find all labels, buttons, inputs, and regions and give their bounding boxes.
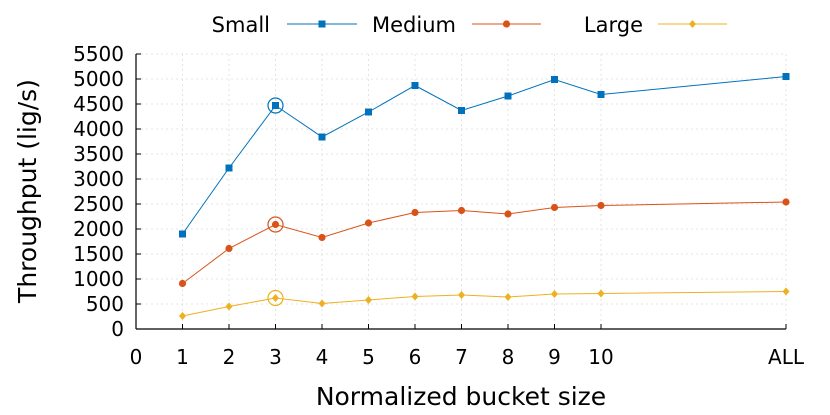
x-tick-label: 9 bbox=[548, 345, 561, 369]
data-point-large bbox=[365, 296, 372, 304]
data-point-small bbox=[225, 164, 233, 172]
x-tick-label: 4 bbox=[316, 345, 329, 369]
data-point-small bbox=[597, 91, 605, 98]
axes bbox=[135, 53, 787, 330]
legend-label: Large bbox=[584, 13, 643, 37]
data-point-medium bbox=[550, 203, 559, 212]
data-point-large bbox=[458, 291, 465, 299]
legend-marker bbox=[318, 20, 326, 28]
plot-area bbox=[178, 73, 790, 320]
x-axis-title: Normalized bucket size bbox=[316, 382, 606, 411]
y-tick-label: 0 bbox=[111, 317, 124, 341]
series-small bbox=[179, 73, 790, 238]
data-point-medium bbox=[178, 279, 187, 288]
data-point-small bbox=[458, 107, 465, 114]
y-tick-label: 2500 bbox=[73, 192, 124, 216]
data-point-small bbox=[551, 76, 558, 83]
legend-marker bbox=[689, 20, 696, 28]
data-point-medium bbox=[597, 201, 605, 210]
highlight-ring-medium bbox=[267, 216, 284, 233]
data-point-large bbox=[318, 299, 326, 308]
x-tick-label: ALL bbox=[768, 345, 805, 369]
data-point-large bbox=[597, 289, 605, 298]
y-tick-label: 500 bbox=[86, 292, 124, 316]
data-point-small bbox=[504, 92, 512, 100]
data-point-small bbox=[179, 230, 186, 238]
data-point-large bbox=[504, 293, 512, 301]
legend-label: Medium bbox=[372, 13, 456, 37]
legend-item-small: Small bbox=[212, 13, 357, 37]
grid bbox=[136, 53, 787, 329]
series-medium bbox=[178, 198, 790, 288]
y-axis-title: Throughput (lig/s) bbox=[13, 79, 42, 304]
y-tick-label: 1500 bbox=[73, 242, 124, 266]
legend: Small Medium Large bbox=[212, 13, 727, 37]
data-point-small bbox=[782, 73, 790, 80]
y-tick-label: 3000 bbox=[73, 167, 124, 191]
y-tick-label: 5000 bbox=[73, 67, 124, 91]
series-large bbox=[179, 287, 790, 320]
highlight-ring-small bbox=[267, 97, 284, 114]
data-point-medium bbox=[457, 206, 466, 215]
series-line-large bbox=[182, 291, 787, 317]
x-tick-label: 0 bbox=[130, 345, 143, 369]
x-tick-labels: 0 1 2 3 4 5 6 7 8 9 10 ALL bbox=[130, 345, 805, 369]
data-point-medium bbox=[225, 244, 233, 253]
data-point-large bbox=[782, 287, 790, 296]
data-point-medium bbox=[364, 219, 373, 227]
y-tick-labels: 0500100015002000250030003500400045005000… bbox=[73, 42, 124, 341]
data-point-medium bbox=[411, 208, 419, 217]
x-tick-label: 7 bbox=[455, 345, 468, 369]
x-tick-label: 3 bbox=[269, 345, 282, 369]
data-point-large bbox=[179, 312, 186, 320]
y-tick-label: 2000 bbox=[73, 217, 124, 241]
data-point-small bbox=[365, 108, 372, 116]
data-point-large bbox=[272, 294, 279, 302]
x-tick-label: 1 bbox=[176, 345, 189, 369]
legend-label: Small bbox=[212, 13, 270, 37]
highlight-ring-large bbox=[267, 289, 284, 307]
data-point-medium bbox=[782, 198, 790, 206]
legend-item-large: Large bbox=[584, 13, 727, 37]
y-tick-label: 5500 bbox=[73, 42, 124, 66]
data-point-large bbox=[225, 302, 233, 311]
y-tick-label: 4000 bbox=[73, 117, 124, 141]
y-tick-label: 3500 bbox=[73, 142, 124, 166]
data-point-small bbox=[411, 82, 419, 89]
data-point-medium bbox=[504, 210, 512, 218]
data-point-small bbox=[272, 102, 279, 109]
series-line-medium bbox=[182, 201, 787, 284]
data-point-large bbox=[411, 292, 419, 301]
x-tick-label: 10 bbox=[588, 345, 613, 369]
y-tick-label: 1000 bbox=[73, 267, 124, 291]
data-point-large bbox=[551, 290, 558, 298]
data-point-medium bbox=[318, 233, 326, 242]
legend-item-medium: Medium bbox=[372, 13, 541, 37]
x-tick-label: 8 bbox=[502, 345, 515, 369]
data-point-medium bbox=[271, 220, 280, 229]
y-tick-label: 4500 bbox=[73, 92, 124, 116]
series-line-small bbox=[182, 76, 787, 235]
legend-marker bbox=[502, 20, 511, 28]
x-tick-label: 2 bbox=[223, 345, 236, 369]
data-point-small bbox=[318, 133, 326, 141]
x-tick-label: 6 bbox=[409, 345, 422, 369]
x-tick-label: 5 bbox=[362, 345, 375, 369]
